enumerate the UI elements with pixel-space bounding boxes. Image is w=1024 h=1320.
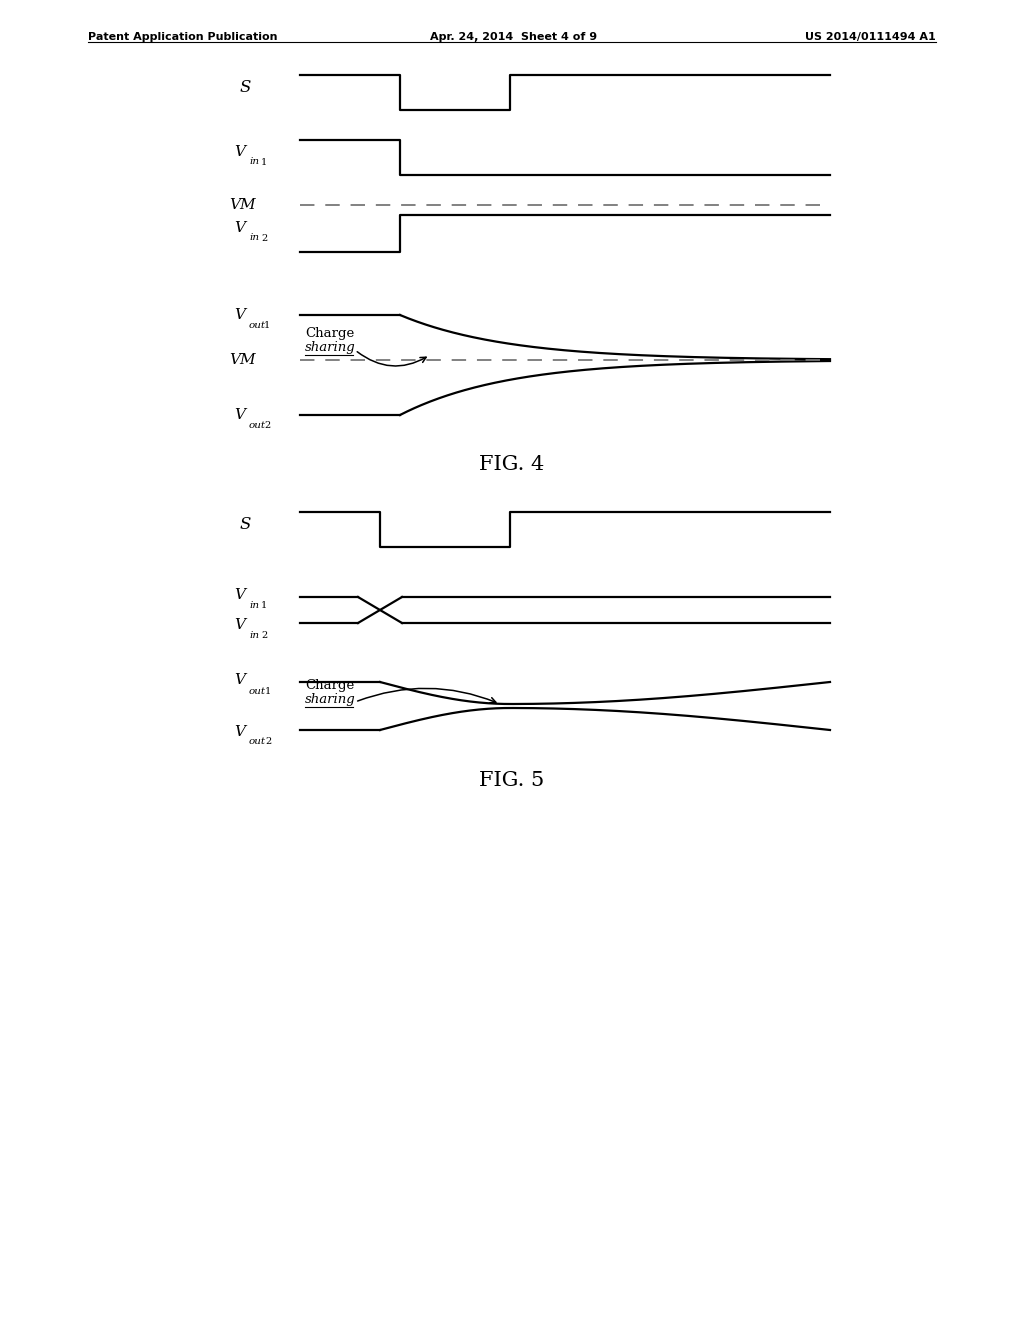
Text: S: S: [240, 79, 251, 96]
Text: V: V: [234, 673, 246, 686]
Text: in: in: [249, 631, 259, 639]
Text: V: V: [234, 308, 246, 322]
Text: V: V: [234, 725, 246, 739]
Text: Patent Application Publication: Patent Application Publication: [88, 32, 278, 42]
Text: US 2014/0111494 A1: US 2014/0111494 A1: [805, 32, 936, 42]
Text: sharing: sharing: [305, 693, 355, 706]
Text: 1: 1: [261, 158, 267, 168]
Text: in: in: [249, 157, 259, 166]
Text: out: out: [249, 421, 266, 429]
Text: V: V: [234, 222, 246, 235]
Text: Charge: Charge: [305, 327, 354, 341]
Text: Apr. 24, 2014  Sheet 4 of 9: Apr. 24, 2014 Sheet 4 of 9: [430, 32, 597, 42]
Text: in: in: [249, 601, 259, 610]
Text: 2: 2: [264, 421, 270, 430]
Text: out: out: [249, 321, 266, 330]
Text: V: V: [234, 587, 246, 602]
Text: 2: 2: [265, 738, 271, 747]
Text: VM: VM: [229, 352, 256, 367]
Text: out: out: [249, 737, 266, 746]
Text: FIG. 5: FIG. 5: [479, 771, 545, 789]
Text: out: out: [249, 686, 266, 696]
Text: V: V: [234, 618, 246, 632]
Text: in: in: [249, 234, 259, 242]
Text: 1: 1: [261, 602, 267, 610]
Text: 2: 2: [261, 631, 267, 640]
Text: 2: 2: [261, 234, 267, 243]
Text: V: V: [234, 145, 246, 160]
Text: 1: 1: [265, 688, 271, 697]
Text: 1: 1: [264, 322, 270, 330]
Text: Charge: Charge: [305, 678, 354, 692]
Text: VM: VM: [229, 198, 256, 213]
Text: sharing: sharing: [305, 341, 355, 354]
Text: S: S: [240, 516, 251, 533]
Text: FIG. 4: FIG. 4: [479, 455, 545, 474]
Text: V: V: [234, 408, 246, 422]
